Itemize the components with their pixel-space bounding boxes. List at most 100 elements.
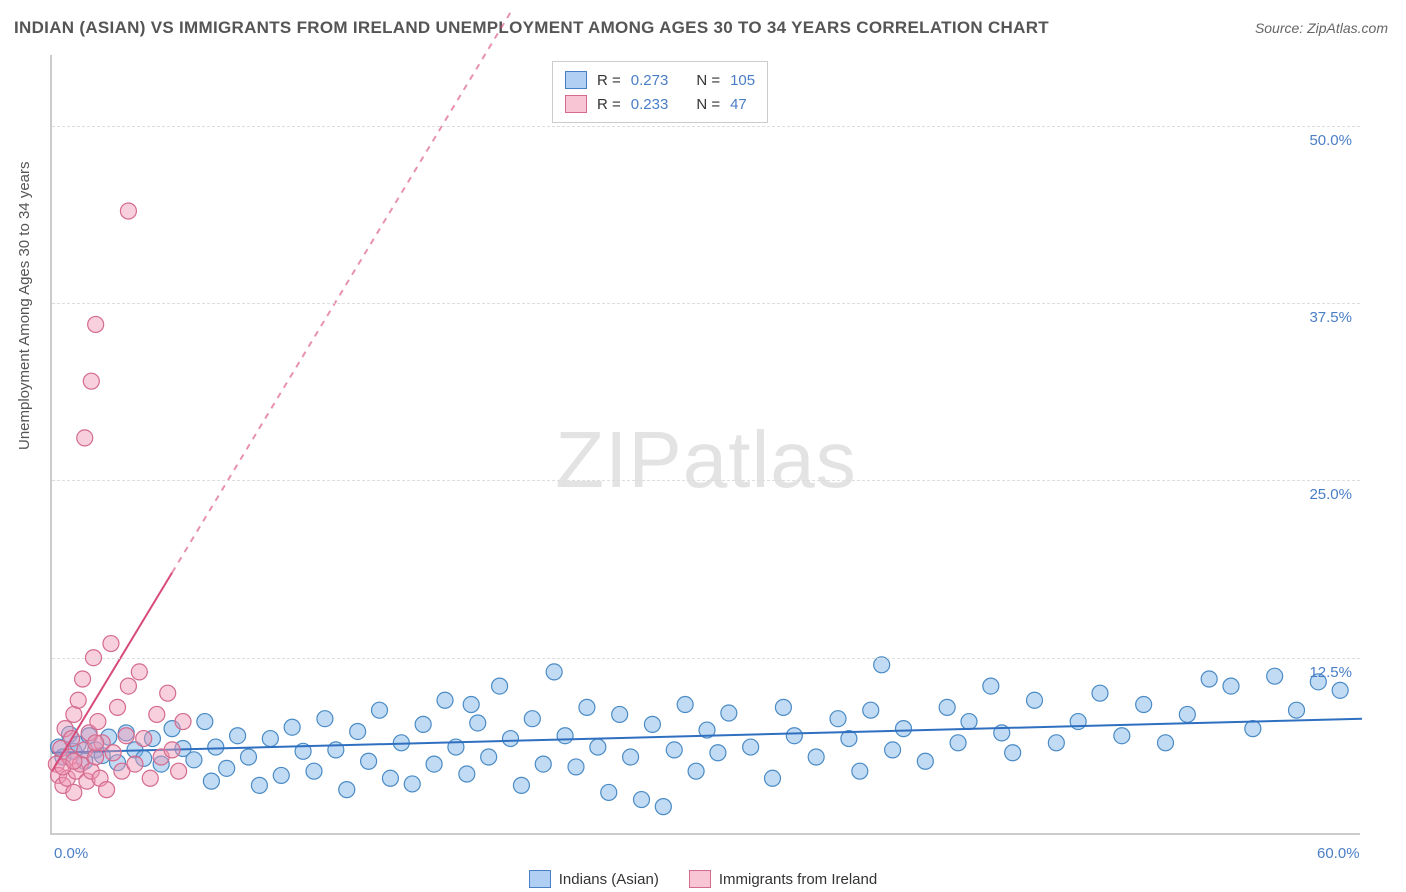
data-point (1027, 692, 1043, 708)
data-point (579, 699, 595, 715)
legend-item: Indians (Asian) (529, 870, 659, 888)
data-point (415, 716, 431, 732)
data-point (874, 657, 890, 673)
data-point (568, 759, 584, 775)
x-tick-label: 60.0% (1317, 845, 1360, 862)
blue-swatch-icon (565, 71, 587, 89)
data-point (765, 770, 781, 786)
correlation-chart: INDIAN (ASIAN) VS IMMIGRANTS FROM IRELAN… (0, 0, 1406, 892)
data-point (677, 697, 693, 713)
legend: Indians (Asian) Immigrants from Ireland (0, 870, 1406, 888)
chart-title: INDIAN (ASIAN) VS IMMIGRANTS FROM IRELAN… (14, 18, 1049, 38)
gridline (52, 658, 1360, 659)
data-point (175, 714, 191, 730)
y-tick-label: 25.0% (1309, 486, 1352, 503)
blue-swatch-icon (529, 870, 551, 888)
data-point (404, 776, 420, 792)
n-label: N = (696, 72, 720, 89)
data-point (1223, 678, 1239, 694)
stats-row: R =0.273N =105 (565, 68, 755, 92)
data-point (885, 742, 901, 758)
r-label: R = (597, 96, 621, 113)
y-tick-label: 50.0% (1309, 132, 1352, 149)
data-point (103, 636, 119, 652)
data-point (77, 430, 93, 446)
data-point (160, 685, 176, 701)
data-point (70, 692, 86, 708)
data-point (90, 714, 106, 730)
data-point (513, 777, 529, 793)
data-point (426, 756, 442, 772)
data-point (230, 728, 246, 744)
plot-svg (52, 55, 1360, 833)
data-point (1267, 668, 1283, 684)
data-point (203, 773, 219, 789)
data-point (251, 777, 267, 793)
data-point (786, 728, 802, 744)
data-point (463, 697, 479, 713)
data-point (1289, 702, 1305, 718)
data-point (775, 699, 791, 715)
data-point (66, 753, 82, 769)
data-point (317, 711, 333, 727)
data-point (197, 714, 213, 730)
data-point (437, 692, 453, 708)
data-point (535, 756, 551, 772)
r-value: 0.233 (631, 96, 669, 113)
data-point (241, 749, 257, 765)
data-point (120, 203, 136, 219)
data-point (830, 711, 846, 727)
data-point (1332, 682, 1348, 698)
trend-line-dashed (172, 12, 510, 572)
data-point (273, 767, 289, 783)
data-point (492, 678, 508, 694)
data-point (306, 763, 322, 779)
data-point (644, 716, 660, 732)
data-point (110, 699, 126, 715)
legend-label: Indians (Asian) (559, 871, 659, 888)
data-point (939, 699, 955, 715)
data-point (1136, 697, 1152, 713)
data-point (118, 728, 134, 744)
gridline (52, 126, 1360, 127)
pink-swatch-icon (689, 870, 711, 888)
data-point (961, 714, 977, 730)
data-point (75, 671, 91, 687)
legend-item: Immigrants from Ireland (689, 870, 877, 888)
n-label: N = (696, 96, 720, 113)
data-point (863, 702, 879, 718)
data-point (1158, 735, 1174, 751)
data-point (459, 766, 475, 782)
data-point (1005, 745, 1021, 761)
data-point (350, 723, 366, 739)
data-point (171, 763, 187, 779)
gridline (52, 480, 1360, 481)
data-point (721, 705, 737, 721)
data-point (149, 706, 165, 722)
data-point (208, 739, 224, 755)
stats-row: R = 0.233 N = 47 (565, 92, 755, 116)
data-point (710, 745, 726, 761)
data-point (186, 752, 202, 768)
n-value: 47 (730, 96, 747, 113)
x-tick-label: 0.0% (54, 845, 88, 862)
data-point (99, 782, 115, 798)
data-point (917, 753, 933, 769)
data-point (372, 702, 388, 718)
data-point (808, 749, 824, 765)
y-tick-label: 12.5% (1309, 664, 1352, 681)
data-point (164, 742, 180, 758)
data-point (142, 770, 158, 786)
data-point (688, 763, 704, 779)
data-point (83, 373, 99, 389)
data-point (127, 756, 143, 772)
data-point (131, 664, 147, 680)
data-point (634, 792, 650, 808)
pink-swatch-icon (565, 95, 587, 113)
data-point (743, 739, 759, 755)
data-point (601, 784, 617, 800)
data-point (983, 678, 999, 694)
data-point (1201, 671, 1217, 687)
data-point (666, 742, 682, 758)
data-point (503, 731, 519, 747)
